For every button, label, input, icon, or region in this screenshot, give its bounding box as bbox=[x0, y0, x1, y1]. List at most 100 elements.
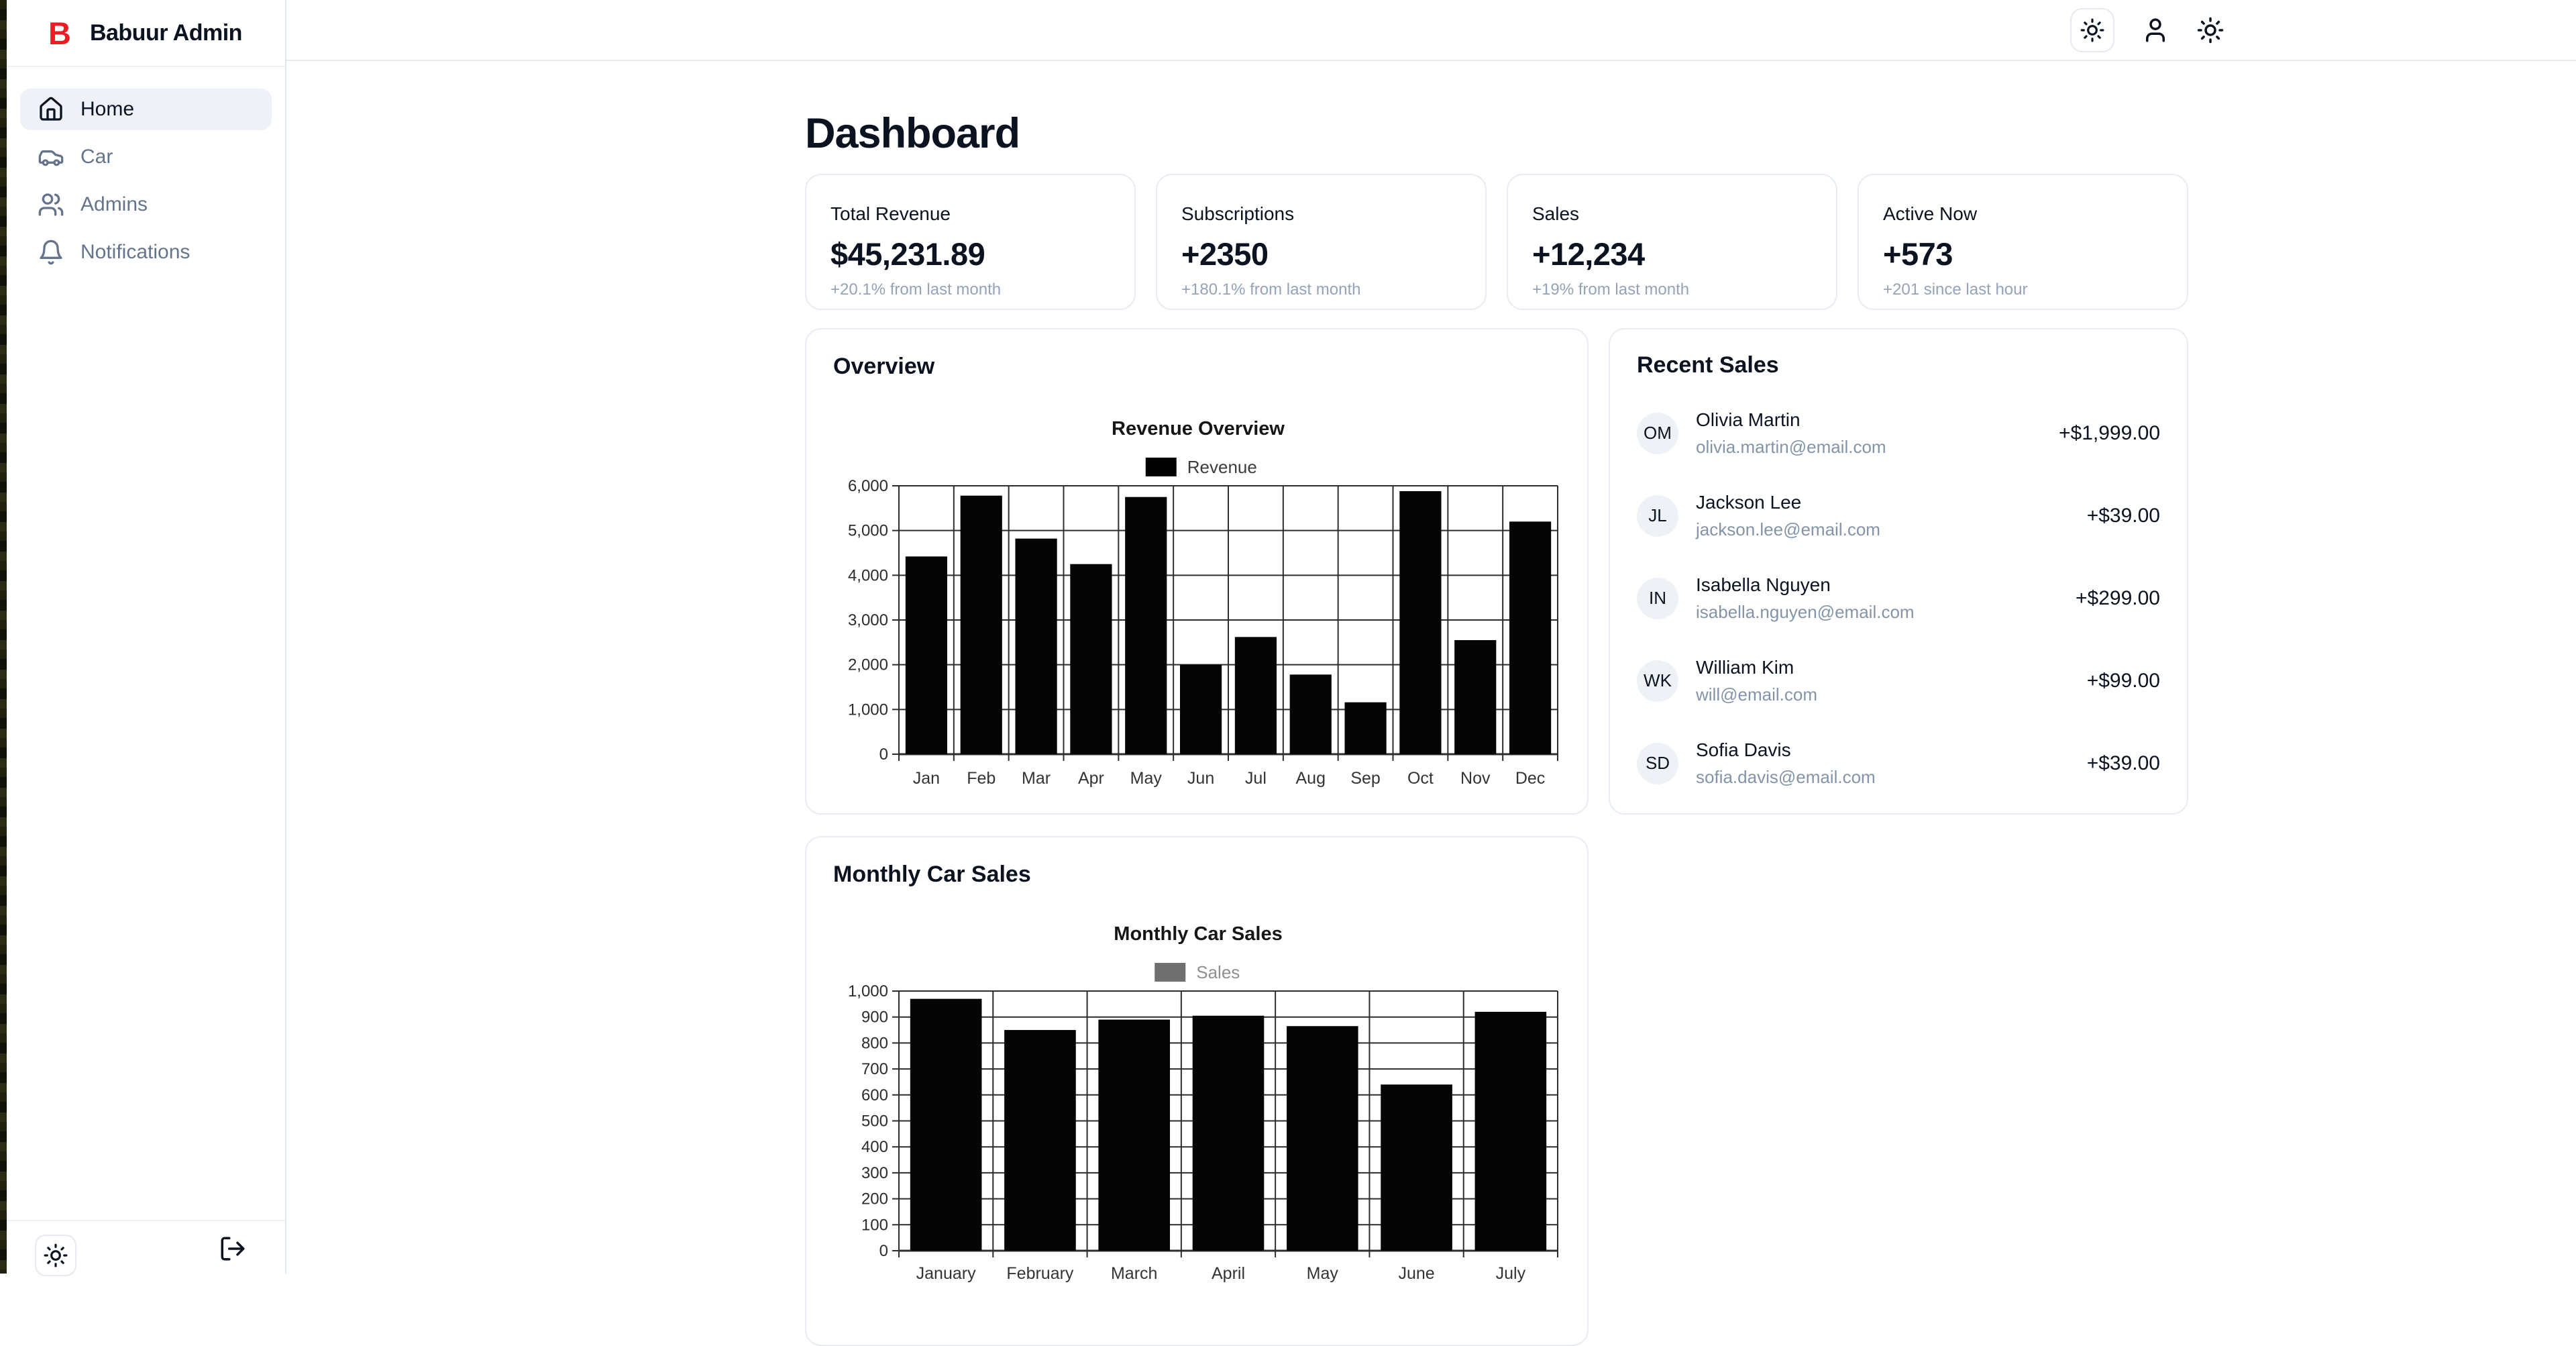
svg-text:June: June bbox=[1398, 1264, 1434, 1283]
background-strip bbox=[0, 0, 7, 1274]
log-out-icon bbox=[219, 1235, 247, 1263]
user-icon bbox=[2141, 16, 2169, 44]
sale-name: William Kim bbox=[1696, 656, 1794, 678]
recent-sales-list: OM Olivia Martin olivia.martin@email.com… bbox=[1637, 392, 2160, 805]
sale-name: Olivia Martin bbox=[1696, 409, 1801, 430]
avatar: JL bbox=[1637, 495, 1678, 537]
svg-text:0: 0 bbox=[879, 1242, 888, 1260]
sun-icon bbox=[2196, 16, 2224, 44]
svg-text:6,000: 6,000 bbox=[848, 477, 888, 495]
sidebar-item-label: Admins bbox=[80, 193, 148, 215]
svg-text:4,000: 4,000 bbox=[848, 566, 888, 584]
theme-toggle-button[interactable] bbox=[35, 1235, 76, 1276]
stat-label: Total Revenue bbox=[830, 203, 951, 224]
overview-title: Overview bbox=[833, 354, 935, 379]
logout-button[interactable] bbox=[219, 1235, 247, 1263]
stat-value: +2350 bbox=[1181, 236, 1269, 272]
page-title: Dashboard bbox=[805, 110, 1020, 157]
avatar: WK bbox=[1637, 660, 1678, 702]
bell-icon bbox=[38, 239, 64, 266]
svg-text:Mar: Mar bbox=[1022, 769, 1051, 788]
svg-text:April: April bbox=[1212, 1264, 1245, 1283]
monthly-car-sales-chart: Monthly Car Sales Sales 0 100 200 300 400 500 60… bbox=[848, 923, 1558, 1283]
theme-toggle-button[interactable] bbox=[2070, 7, 2114, 52]
svg-text:1,000: 1,000 bbox=[848, 701, 888, 719]
sidebar-item-notifications[interactable]: Notifications bbox=[20, 231, 272, 273]
sidebar-item-car[interactable]: Car bbox=[20, 136, 272, 178]
stat-value: +573 bbox=[1883, 236, 1953, 272]
sun-icon bbox=[2080, 17, 2105, 43]
svg-text:Sep: Sep bbox=[1350, 769, 1380, 788]
sidebar: B Babuur Admin Home Car Admins Notific bbox=[7, 0, 286, 1276]
sale-email: will@email.com bbox=[1696, 684, 1817, 705]
sun-icon bbox=[43, 1243, 68, 1268]
svg-text:700: 700 bbox=[861, 1060, 888, 1078]
svg-text:Jul: Jul bbox=[1245, 769, 1267, 788]
sidebar-item-label: Car bbox=[80, 146, 113, 168]
sale-email: sofia.davis@email.com bbox=[1696, 766, 1876, 787]
sale-amount: +$299.00 bbox=[2076, 586, 2160, 609]
stat-label: Subscriptions bbox=[1181, 203, 1295, 224]
brand-logo: B bbox=[48, 15, 71, 51]
monthly-car-sales-card: Monthly Car Sales Monthly Car Sales Sales… bbox=[805, 836, 1589, 1346]
svg-text:100: 100 bbox=[861, 1216, 888, 1234]
stat-desc: +20.1% from last month bbox=[830, 280, 1002, 299]
svg-text:January: January bbox=[916, 1264, 976, 1283]
sale-name: Isabella Nguyen bbox=[1696, 574, 1831, 595]
svg-text:May: May bbox=[1307, 1264, 1339, 1283]
monthly-car-sales-title: Monthly Car Sales bbox=[833, 862, 1031, 887]
svg-text:400: 400 bbox=[861, 1138, 888, 1156]
svg-text:5,000: 5,000 bbox=[848, 522, 888, 540]
avatar: OM bbox=[1637, 412, 1678, 454]
brand-name: Babuur Admin bbox=[89, 19, 242, 46]
stat-card-subscriptions: Subscriptions +2350 +180.1% from last mo… bbox=[1156, 174, 1487, 310]
users-icon bbox=[38, 191, 64, 218]
revenue-overview-chart: Revenue Overview Revenue 0 1,000 2,000 3,000 4… bbox=[848, 418, 1558, 788]
recent-sales-title: Recent Sales bbox=[1637, 352, 1779, 378]
svg-text:500: 500 bbox=[861, 1112, 888, 1131]
sidebar-item-home[interactable]: Home bbox=[20, 89, 272, 130]
sale-row: IN Isabella Nguyen isabella.nguyen@email… bbox=[1637, 557, 2160, 639]
sidebar-item-label: Home bbox=[80, 98, 135, 120]
svg-text:Monthly Car Sales: Monthly Car Sales bbox=[1114, 923, 1282, 945]
stat-card-sales: Sales +12,234 +19% from last month bbox=[1507, 174, 1837, 310]
car-icon bbox=[38, 144, 64, 170]
sale-email: jackson.lee@email.com bbox=[1696, 519, 1880, 539]
sale-row: SD Sofia Davis sofia.davis@email.com +$3… bbox=[1637, 722, 2160, 805]
sale-amount: +$99.00 bbox=[2086, 669, 2160, 692]
sale-row: JL Jackson Lee jackson.lee@email.com +$3… bbox=[1637, 474, 2160, 557]
svg-text:3,000: 3,000 bbox=[848, 611, 888, 629]
sale-email: olivia.martin@email.com bbox=[1696, 436, 1886, 457]
recent-sales-card: Recent Sales OM Olivia Martin olivia.mar… bbox=[1609, 328, 2188, 815]
svg-text:Oct: Oct bbox=[1407, 769, 1434, 788]
main-content: Dashboard Total Revenue $45,231.89 +20.1… bbox=[805, 61, 2188, 1346]
svg-text:300: 300 bbox=[861, 1164, 888, 1182]
sidebar-item-admins[interactable]: Admins bbox=[20, 184, 272, 225]
stat-card-total-revenue: Total Revenue $45,231.89 +20.1% from las… bbox=[805, 174, 1136, 310]
stat-label: Active Now bbox=[1883, 203, 1978, 224]
sidebar-nav: Home Car Admins Notifications bbox=[7, 67, 285, 301]
theme-button[interactable] bbox=[2196, 16, 2224, 44]
svg-text:1,000: 1,000 bbox=[848, 982, 888, 1000]
svg-text:February: February bbox=[1006, 1264, 1074, 1283]
svg-text:Revenue: Revenue bbox=[1187, 457, 1257, 477]
svg-text:600: 600 bbox=[861, 1086, 888, 1104]
svg-text:Feb: Feb bbox=[967, 769, 996, 788]
svg-text:Jan: Jan bbox=[913, 769, 940, 788]
sale-row: OM Olivia Martin olivia.martin@email.com… bbox=[1637, 392, 2160, 474]
svg-text:Aug: Aug bbox=[1296, 769, 1326, 788]
sale-name: Jackson Lee bbox=[1696, 491, 1802, 513]
svg-text:July: July bbox=[1496, 1264, 1526, 1283]
sidebar-footer bbox=[7, 1220, 285, 1276]
svg-text:2,000: 2,000 bbox=[848, 656, 888, 674]
svg-text:March: March bbox=[1111, 1264, 1157, 1283]
svg-text:Nov: Nov bbox=[1460, 769, 1491, 788]
stat-label: Sales bbox=[1532, 203, 1580, 224]
svg-text:0: 0 bbox=[879, 745, 888, 764]
stat-desc: +19% from last month bbox=[1532, 280, 1690, 299]
stat-value: $45,231.89 bbox=[830, 236, 985, 272]
overview-card: Overview Revenue Overview Revenue 0 1,000 2,… bbox=[805, 328, 1589, 815]
svg-text:Apr: Apr bbox=[1078, 769, 1104, 788]
profile-button[interactable] bbox=[2141, 16, 2169, 44]
stat-desc: +180.1% from last month bbox=[1181, 280, 1361, 299]
